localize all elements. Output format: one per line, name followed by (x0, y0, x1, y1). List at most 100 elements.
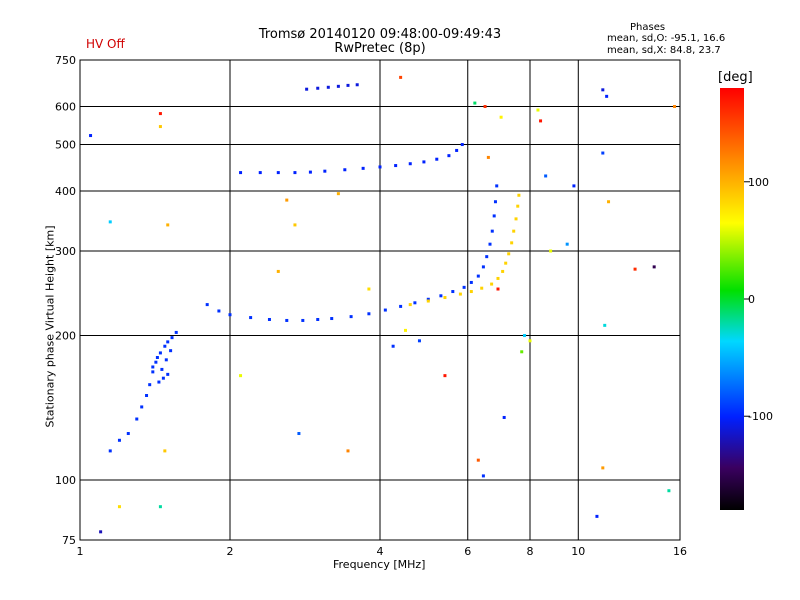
data-point (166, 223, 170, 227)
data-point (507, 252, 511, 256)
data-point (293, 223, 297, 227)
data-point (605, 94, 609, 98)
data-point (108, 449, 112, 453)
data-point (308, 170, 312, 174)
data-point (485, 255, 489, 259)
data-point (469, 280, 473, 284)
data-point (297, 432, 301, 436)
data-point (228, 313, 232, 317)
y-tick-label: 100 (55, 474, 76, 487)
y-ticks: 75 100 200 300 400 500 600 750 (55, 54, 76, 547)
x-tick-label: 2 (227, 545, 234, 558)
data-point (285, 198, 289, 202)
data-point (108, 220, 112, 224)
data-point (523, 334, 527, 338)
data-point (549, 249, 553, 253)
data-point (205, 303, 209, 307)
data-point (323, 169, 327, 173)
data-point (157, 380, 161, 384)
x-tick-label: 16 (673, 545, 687, 558)
data-point (601, 151, 605, 155)
data-point (330, 317, 334, 321)
data-point (435, 157, 439, 161)
colorbar-label: [deg] (718, 70, 753, 85)
data-point (160, 367, 164, 371)
data-point (667, 489, 671, 493)
data-point (99, 530, 103, 534)
data-point (603, 323, 607, 327)
data-point (417, 339, 421, 343)
colorbar-gradient (720, 88, 744, 510)
colorbar-tick-label: 100 (748, 176, 769, 189)
data-point (169, 349, 173, 353)
data-point (174, 330, 178, 334)
data-point (394, 164, 398, 168)
data-point (267, 317, 271, 321)
data-point (145, 394, 149, 398)
data-point (516, 204, 520, 208)
data-point (276, 269, 280, 273)
y-tick-label: 400 (55, 185, 76, 198)
x-tick-label: 8 (527, 545, 534, 558)
data-point (517, 193, 521, 197)
data-point (161, 376, 165, 380)
data-point (316, 86, 320, 90)
data-point (488, 242, 492, 246)
data-point (673, 105, 677, 109)
data-point (443, 374, 447, 378)
data-point (158, 505, 162, 509)
data-point (544, 174, 548, 178)
phases-mean-x: mean, sd,X: 84.8, 23.7 (607, 45, 721, 56)
data-point (163, 449, 167, 453)
data-point (276, 171, 280, 175)
data-point (403, 328, 407, 332)
data-point (399, 304, 403, 308)
colorbar-tick-label: -100 (748, 410, 773, 423)
data-point (378, 165, 382, 169)
data-point (572, 184, 576, 188)
data-point (158, 351, 162, 355)
data-point (305, 87, 309, 91)
y-tick-label: 600 (55, 101, 76, 114)
data-point (355, 83, 359, 87)
data-point (501, 269, 505, 273)
data-point (239, 374, 243, 378)
data-point (496, 276, 500, 280)
data-point (217, 309, 221, 313)
data-point (520, 350, 524, 354)
data-point (490, 229, 494, 233)
phases-heading: Phases (630, 22, 666, 33)
x-tick-label: 4 (377, 545, 384, 558)
data-point (158, 112, 162, 116)
data-point (258, 171, 262, 175)
data-point (443, 296, 447, 300)
data-point (492, 214, 496, 218)
data-point (166, 372, 170, 376)
data-point (601, 466, 605, 470)
chart-subtitle: RwPretec (8p) (334, 41, 426, 56)
data-point (316, 317, 320, 321)
chart-title: Tromsø 20140120 09:48:00-09:49:43 (258, 27, 502, 42)
data-point (601, 88, 605, 92)
data-point (408, 162, 412, 166)
colorbar-ticks: 100 0 -100 (744, 176, 773, 423)
data-point (151, 370, 155, 374)
x-tick-label: 1 (77, 545, 84, 558)
y-tick-label: 300 (55, 245, 76, 258)
data-point (502, 415, 506, 419)
data-point (170, 336, 174, 340)
data-point (135, 417, 139, 421)
data-point (460, 143, 464, 147)
data-point (399, 75, 403, 79)
phases-mean-o: mean, sd,O: -95.1, 16.6 (607, 33, 726, 44)
data-point (510, 241, 514, 245)
data-point (346, 449, 350, 453)
data-point (536, 108, 540, 112)
data-point (301, 318, 305, 322)
y-tick-label: 750 (55, 54, 76, 67)
data-point (539, 119, 543, 123)
data-point (383, 308, 387, 312)
data-point (343, 168, 347, 172)
data-point (367, 287, 371, 291)
data-point (458, 292, 462, 296)
